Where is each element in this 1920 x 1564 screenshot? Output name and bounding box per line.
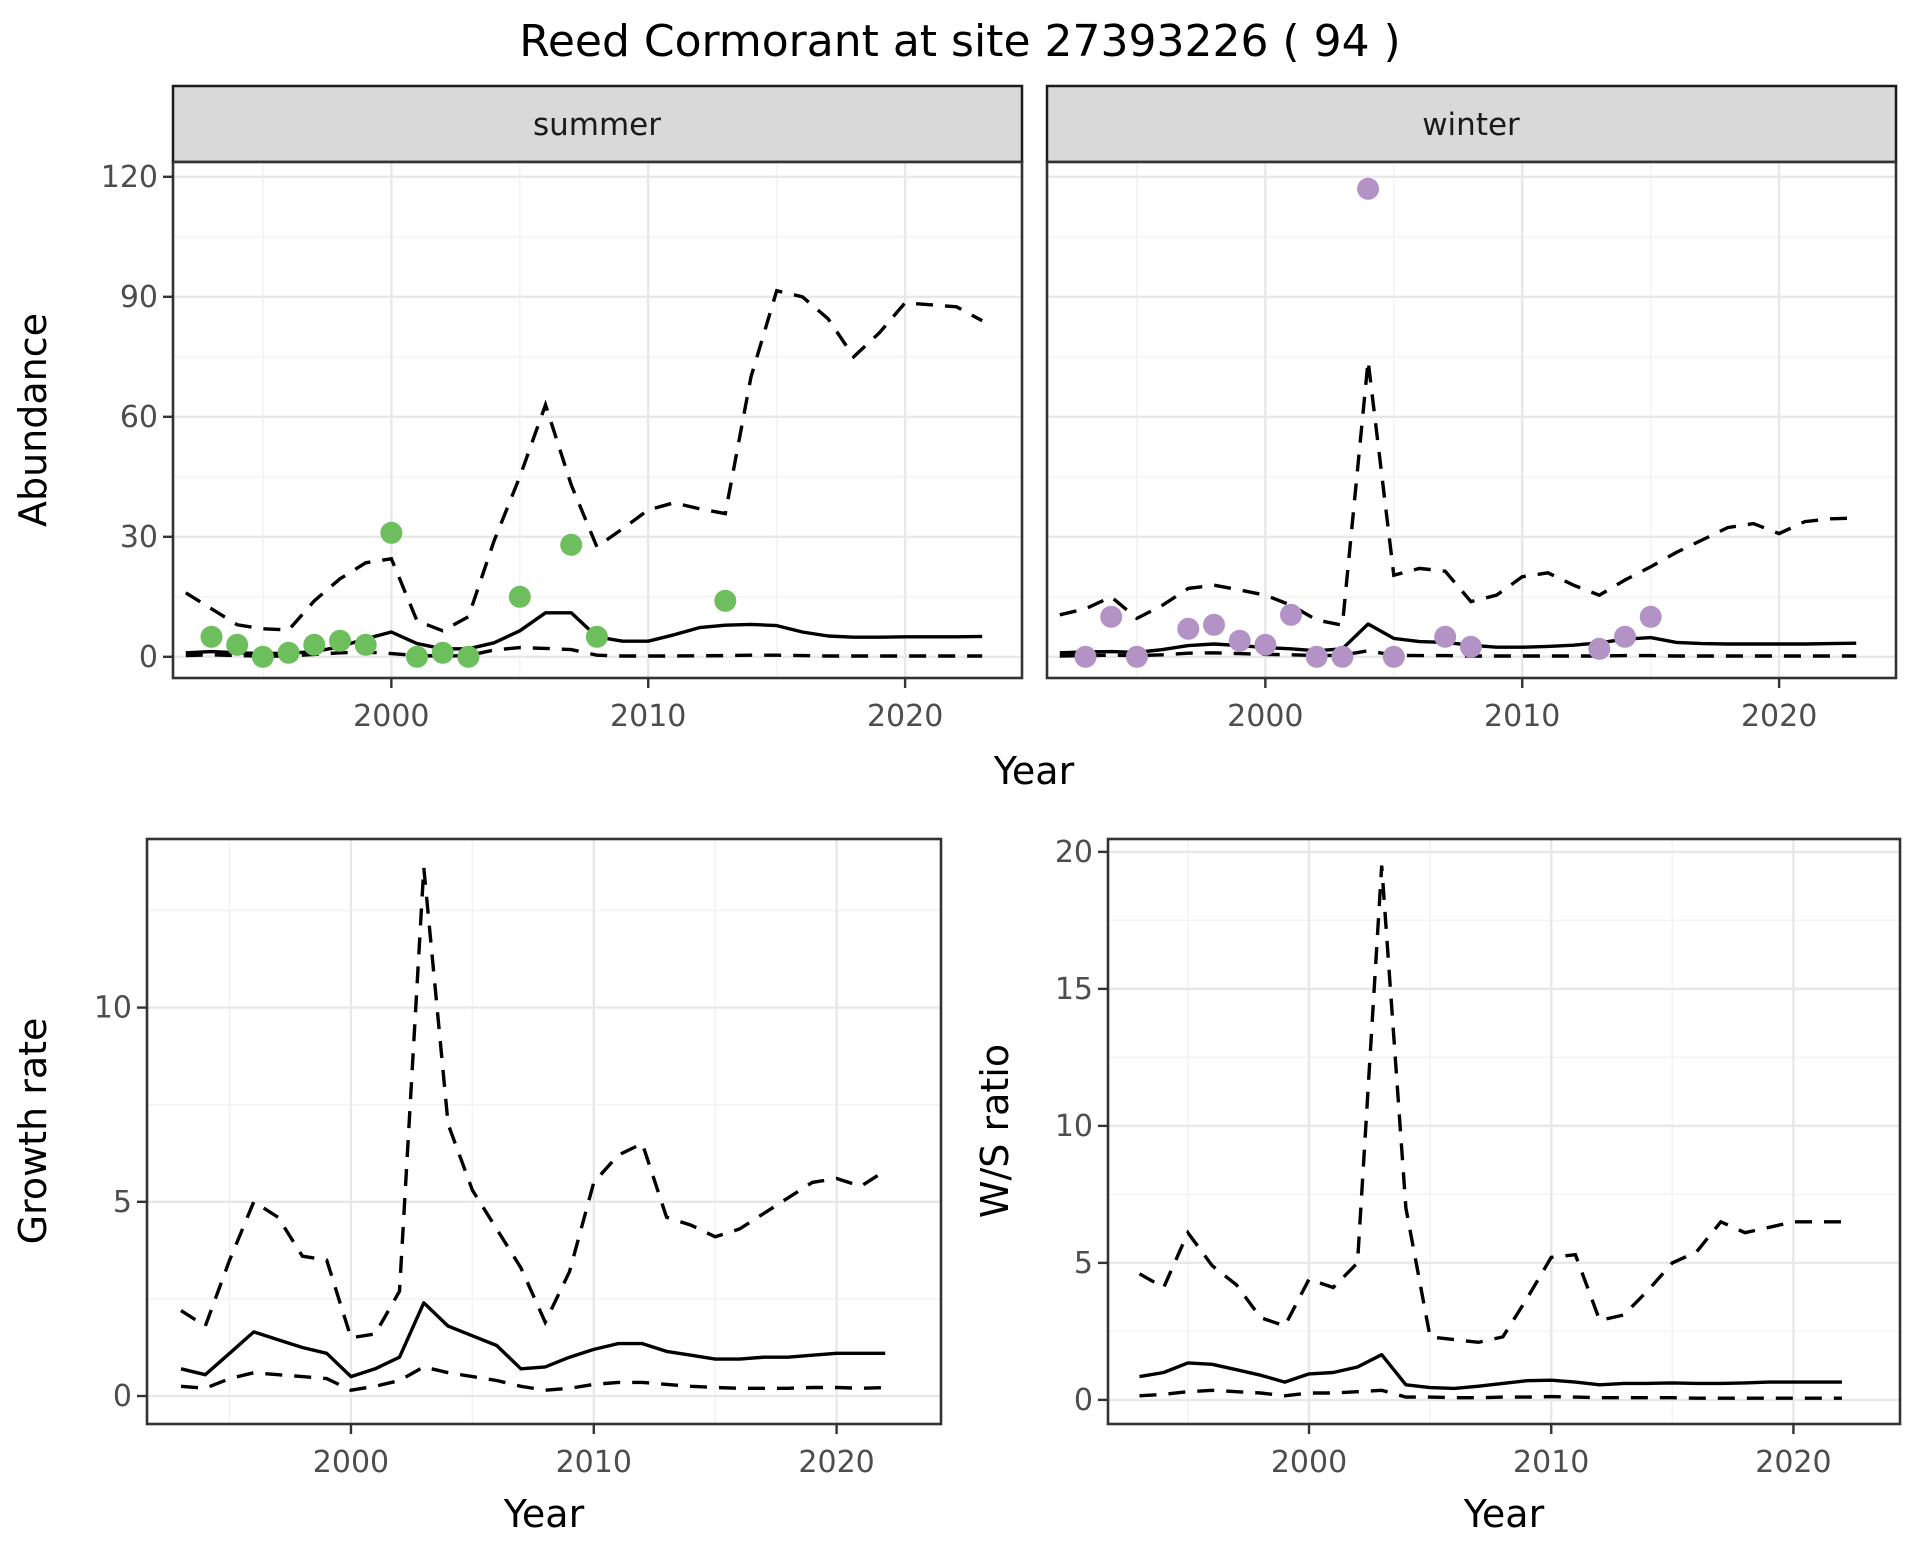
y-tick-label: 10 xyxy=(1055,1109,1093,1144)
y-tick-label: 120 xyxy=(101,160,158,195)
y-tick-label: 60 xyxy=(120,400,158,435)
ci-upper-line xyxy=(180,867,887,1340)
data-point xyxy=(1434,625,1457,648)
panel-background xyxy=(1108,839,1900,1424)
data-point xyxy=(277,641,300,664)
y-axis-title-growth-rate: Growth rate xyxy=(11,1018,55,1245)
facet-strip-summer: summer xyxy=(171,84,1024,164)
ci-upper-line xyxy=(184,288,984,633)
data-point xyxy=(1614,625,1636,648)
x-tick-label: 2010 xyxy=(556,1445,632,1480)
x-axis-title-year-ws: Year xyxy=(1463,1492,1545,1536)
ci-lower-line xyxy=(1059,649,1857,658)
data-point xyxy=(1074,645,1097,668)
x-axis-title-year-growth: Year xyxy=(503,1492,585,1536)
data-point xyxy=(303,633,326,656)
data-point xyxy=(1280,603,1302,626)
panel-border xyxy=(171,160,1024,680)
data-point xyxy=(1228,629,1251,652)
data-point xyxy=(714,589,737,612)
ci-upper-line xyxy=(1138,865,1842,1345)
panel-border xyxy=(145,837,943,1426)
facet-strip-winter: winter xyxy=(1045,84,1898,164)
x-tick-label: 2020 xyxy=(1755,1445,1831,1480)
y-axis-title-abundance: Abundance xyxy=(11,313,55,527)
y-axis-title-ws-ratio: W/S ratio xyxy=(973,1044,1017,1218)
strip-background xyxy=(1045,84,1898,164)
data-point xyxy=(1100,605,1123,628)
data-point xyxy=(380,521,403,544)
strip-label-winter: winter xyxy=(1422,107,1520,143)
x-tick-label: 2010 xyxy=(1513,1445,1589,1480)
chart-title: Reed Cormorant at site 27393226 ( 94 ) xyxy=(519,16,1400,67)
data-point xyxy=(1639,605,1662,628)
x-tick-label: 2000 xyxy=(1271,1445,1347,1480)
x-tick-label: 2010 xyxy=(1484,699,1560,734)
data-point xyxy=(354,633,377,656)
panel-background xyxy=(147,839,941,1424)
data-point xyxy=(406,645,428,668)
data-point xyxy=(1254,633,1277,656)
panel-background xyxy=(1047,162,1896,678)
y-tick-label: 10 xyxy=(94,991,132,1026)
data-point xyxy=(508,585,531,608)
panel-ws-ratio: 2000 2010 2020 0 5 10 15 20 xyxy=(1055,835,1902,1480)
x-tick-label: 2020 xyxy=(867,699,943,734)
data-point xyxy=(1305,645,1328,668)
ci-lower-line xyxy=(180,1365,886,1392)
data-point xyxy=(1588,637,1611,660)
x-tick-label: 2020 xyxy=(1741,699,1817,734)
y-tick-label: 0 xyxy=(1074,1383,1093,1418)
strip-background xyxy=(171,84,1024,164)
ci-lower-line xyxy=(1139,1388,1842,1400)
strip-label-summer: summer xyxy=(533,107,661,143)
data-point xyxy=(1357,177,1380,200)
x-tick-label: 2010 xyxy=(610,699,686,734)
panel-abundance-winter: 2000 2010 2020 xyxy=(1045,160,1898,734)
median-line xyxy=(1139,1352,1842,1391)
x-tick-label: 2000 xyxy=(1227,699,1303,734)
y-tick-label: 0 xyxy=(113,1379,132,1414)
y-tick-label: 0 xyxy=(139,640,158,675)
data-point xyxy=(1382,645,1405,668)
y-tick-label: 15 xyxy=(1055,972,1093,1007)
y-tick-label: 5 xyxy=(113,1185,132,1220)
data-point xyxy=(1125,645,1148,668)
y-tick-label: 5 xyxy=(1074,1246,1093,1281)
data-point xyxy=(585,625,608,648)
ci-upper-line xyxy=(1059,360,1857,628)
y-tick-label: 20 xyxy=(1055,835,1093,870)
y-tick-label: 90 xyxy=(120,280,158,315)
data-point xyxy=(1177,617,1200,640)
x-tick-label: 2000 xyxy=(353,699,429,734)
median-line xyxy=(180,1301,886,1379)
panel-abundance-summer: 2000 2010 2020 0 30 60 90 120 xyxy=(101,160,1024,734)
median-line xyxy=(1059,622,1857,655)
data-point xyxy=(226,633,249,656)
data-point xyxy=(431,641,454,664)
y-tick-label: 30 xyxy=(120,520,158,555)
x-tick-label: 2000 xyxy=(313,1445,389,1480)
data-point xyxy=(560,533,583,556)
data-point xyxy=(1459,635,1482,658)
panel-growth-rate: 2000 2010 2020 0 5 10 xyxy=(94,837,943,1480)
data-point xyxy=(457,645,480,668)
panel-border xyxy=(1045,160,1898,680)
panel-background xyxy=(173,162,1022,678)
x-tick-label: 2020 xyxy=(798,1445,874,1480)
data-point xyxy=(1203,613,1225,636)
x-axis-title-year-top: Year xyxy=(993,749,1075,793)
data-point xyxy=(329,629,351,652)
panel-border xyxy=(1106,837,1902,1426)
data-point xyxy=(251,645,274,668)
data-point xyxy=(200,625,223,648)
data-point xyxy=(1331,645,1354,668)
